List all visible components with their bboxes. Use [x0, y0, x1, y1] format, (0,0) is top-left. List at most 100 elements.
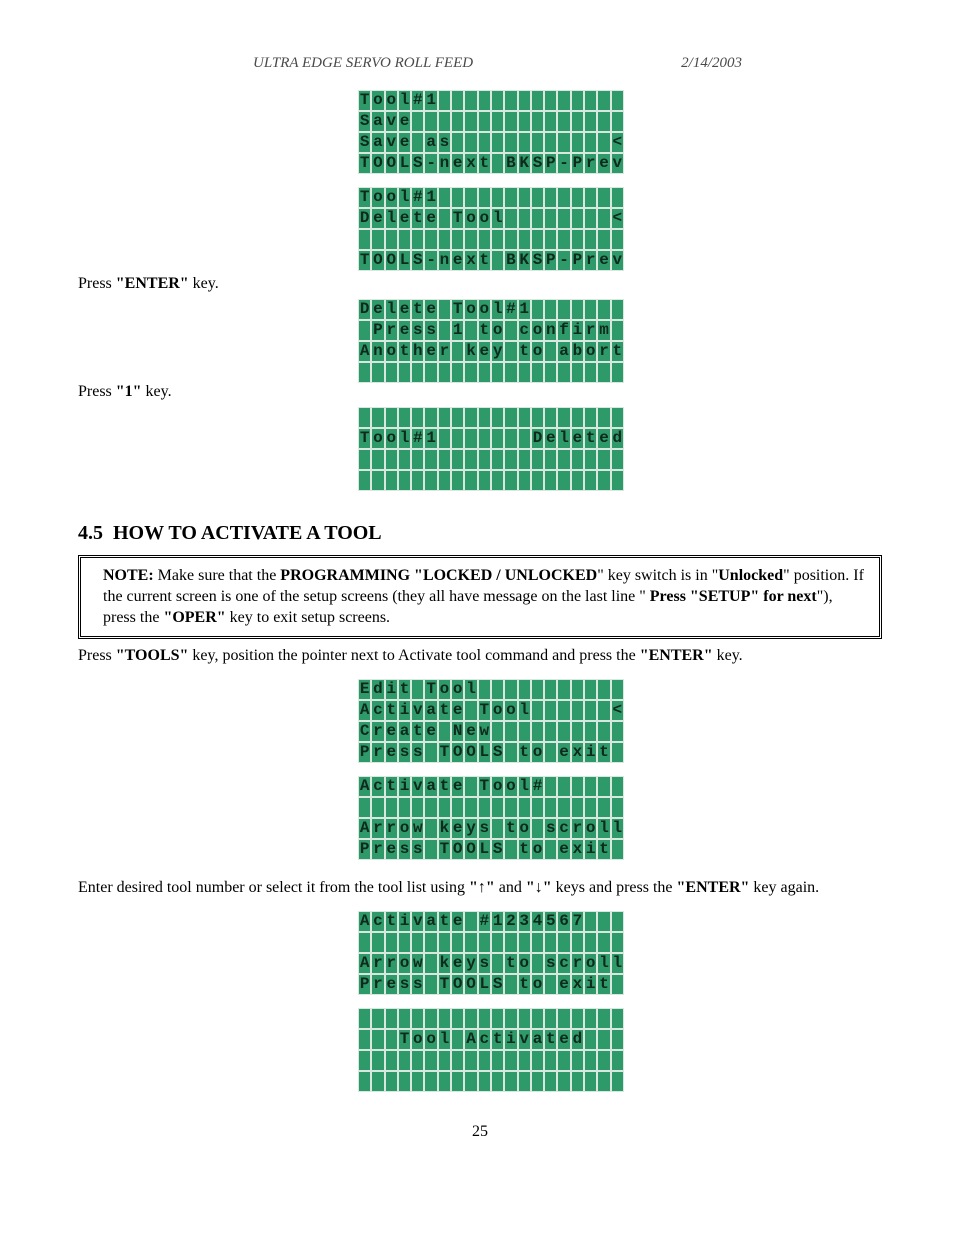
lcd-cell [571, 187, 584, 208]
lcd-cell [584, 111, 597, 132]
lcd-cell [544, 208, 557, 229]
lcd-cell [611, 229, 624, 250]
lcd-screen: Delete Tool#1 Press 1 to confirm Another… [358, 299, 624, 383]
lcd-cell: e [451, 818, 464, 839]
note-box: NOTE: Make sure that the PROGRAMMING "LO… [78, 555, 882, 639]
lcd-cell: e [424, 299, 437, 320]
lcd-cell [584, 449, 597, 470]
lcd-cell [611, 1029, 624, 1050]
lcd-cell [571, 208, 584, 229]
lcd-cell: n [438, 153, 451, 174]
lcd-row [358, 1050, 624, 1071]
lcd-cell [371, 407, 384, 428]
lcd-cell: e [557, 839, 570, 860]
lcd-cell: o [385, 341, 398, 362]
lcd-screen: Tool#1 Save Save as <TOOLS-next BKSP-Pre… [358, 90, 624, 174]
lcd-cell [385, 1029, 398, 1050]
lcd-cell [504, 111, 517, 132]
lcd-cell [544, 341, 557, 362]
lcd-cell [491, 679, 504, 700]
lcd-cell: r [371, 839, 384, 860]
lcd-cell: o [531, 839, 544, 860]
lcd-cell [611, 932, 624, 953]
lcd-cell: x [464, 250, 477, 271]
instruction-press-enter: Press "ENTER" key. [78, 275, 358, 293]
lcd-cell [478, 679, 491, 700]
lcd-cell: o [411, 1029, 424, 1050]
lcd-cell [424, 470, 437, 491]
lcd-cell [584, 1029, 597, 1050]
lcd-cell: b [571, 341, 584, 362]
lcd-cell [451, 449, 464, 470]
lcd-cell: t [518, 839, 531, 860]
lcd-row: Tool#1 [358, 90, 624, 111]
lcd-cell [571, 932, 584, 953]
lcd-cell: s [398, 839, 411, 860]
lcd-cell: a [371, 132, 384, 153]
lcd-cell [584, 208, 597, 229]
lcd-cell [531, 187, 544, 208]
lcd-cell [451, 1029, 464, 1050]
lcd-cell [451, 90, 464, 111]
lcd-cell: O [451, 974, 464, 995]
lcd-cell: O [371, 153, 384, 174]
lcd-cell [544, 797, 557, 818]
lcd-cell: e [451, 700, 464, 721]
lcd-cell: r [571, 953, 584, 974]
lcd-cell [597, 132, 610, 153]
lcd-cell [464, 911, 477, 932]
lcd-cell: O [451, 742, 464, 763]
lcd-cell [531, 229, 544, 250]
lcd-cell [478, 797, 491, 818]
lcd-cell: < [611, 700, 624, 721]
instruction-press-1: Press "1" key. [78, 383, 358, 401]
lcd-cell [491, 229, 504, 250]
lcd-cell [611, 1008, 624, 1029]
lcd-cell [544, 932, 557, 953]
lcd-cell: x [571, 742, 584, 763]
lcd-cell [518, 470, 531, 491]
lcd-cell [571, 449, 584, 470]
lcd-cell [518, 1071, 531, 1092]
lcd-cell: S [358, 111, 371, 132]
lcd-cell [385, 229, 398, 250]
lcd-cell [597, 229, 610, 250]
lcd-cell [544, 742, 557, 763]
section-title-text: HOW TO ACTIVATE A TOOL [113, 522, 382, 544]
lcd-cell: e [371, 208, 384, 229]
lcd-cell [584, 90, 597, 111]
lcd-cell [518, 428, 531, 449]
lcd-cell [571, 132, 584, 153]
lcd-cell: e [385, 742, 398, 763]
lcd-cell [571, 229, 584, 250]
lcd-screen: Tool Activated [358, 1008, 624, 1092]
lcd-cell: l [398, 428, 411, 449]
lcd-cell [451, 1071, 464, 1092]
lcd-cell: O [464, 974, 477, 995]
lcd-cell: o [504, 700, 517, 721]
lcd-cell [451, 111, 464, 132]
lcd-screen: Tool#1 Deleted [358, 407, 624, 491]
lcd-cell [464, 132, 477, 153]
lcd-cell [478, 1071, 491, 1092]
lcd-cell [611, 776, 624, 797]
lcd-row [358, 362, 624, 383]
lcd-row: Arrow keys to scroll [358, 953, 624, 974]
lcd-cell: a [424, 911, 437, 932]
lcd-cell [544, 132, 557, 153]
lcd-cell: y [491, 341, 504, 362]
lcd-cell: A [358, 700, 371, 721]
lcd-cell [557, 299, 570, 320]
lcd-cell: < [611, 208, 624, 229]
lcd-cell: a [371, 111, 384, 132]
lcd-cell [504, 470, 517, 491]
lcd-cell [584, 362, 597, 383]
lcd-cell [518, 721, 531, 742]
lcd-cell: t [411, 721, 424, 742]
lcd-cell [438, 1008, 451, 1029]
lcd-cell [544, 776, 557, 797]
lcd-cell [398, 362, 411, 383]
lcd-cell: E [358, 679, 371, 700]
lcd-cell [544, 407, 557, 428]
lcd-cell [504, 428, 517, 449]
